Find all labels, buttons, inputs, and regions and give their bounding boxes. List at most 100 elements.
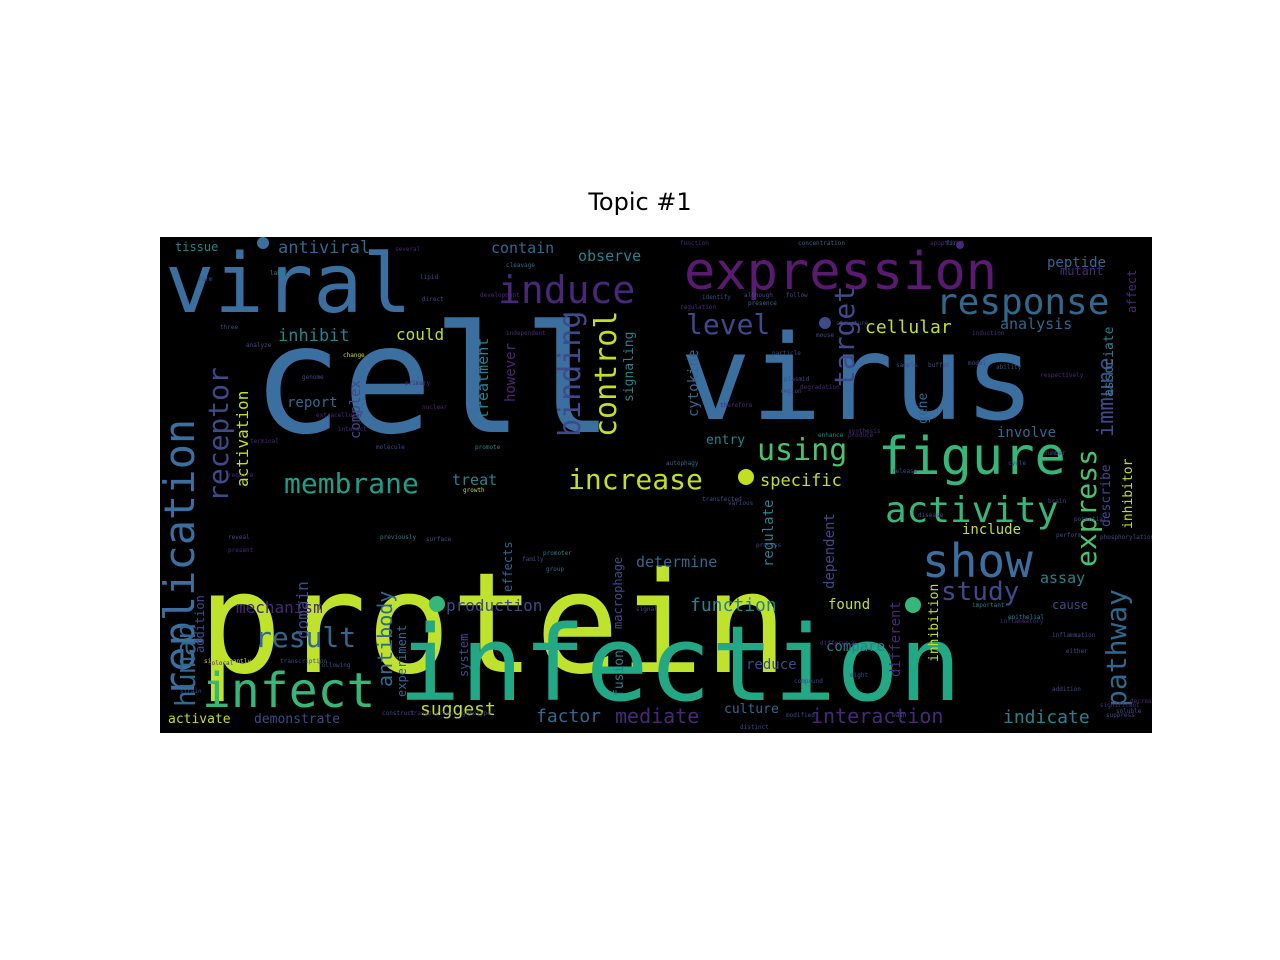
word-soluble: soluble (1116, 708, 1142, 715)
word-determine: determine (636, 553, 717, 571)
word-previously: previously (380, 534, 417, 541)
word-found: found (828, 597, 870, 613)
word-viral: viral (165, 237, 412, 332)
word-however: however (503, 343, 519, 402)
word-activate: activate (168, 712, 231, 727)
word-direct: direct (422, 296, 444, 303)
word-brain: brain (1048, 498, 1066, 505)
word-process: process (756, 542, 782, 549)
word-production: production (446, 596, 542, 615)
glyph-dot (956, 241, 964, 249)
word-might: might (850, 672, 868, 679)
word-surface: surface (426, 536, 452, 543)
word-ability: ability (996, 364, 1022, 371)
word-infection: infection (398, 603, 962, 725)
word-transduction: transduction (410, 710, 454, 717)
word-disease: disease (918, 512, 944, 519)
word-mechanism: mechanism (236, 598, 323, 617)
word-region: region (780, 388, 802, 395)
word-entry: entry (706, 433, 745, 448)
word-replication: replication (160, 419, 204, 697)
word-terminal: terminal (250, 438, 279, 445)
word-cloud-panel: cell virus protein infection viral expression… (160, 237, 1152, 733)
word-control: control (589, 311, 624, 437)
word-dependent: dependent (822, 513, 838, 589)
word-regulate: regulate (761, 500, 777, 567)
word-label: label (270, 270, 288, 277)
word-three: three (220, 324, 238, 331)
word-promote: promote (475, 444, 501, 451)
word-cause: cause (1052, 598, 1088, 612)
word-demonstrate: demonstrate (254, 712, 340, 727)
word-fusion: fusion (612, 650, 627, 697)
word-experiment: experiment (395, 625, 409, 697)
word-wash: wash (892, 712, 907, 719)
word-extracellular: extracellular (316, 412, 363, 419)
word-interact: interact (338, 426, 367, 433)
word-therefore: therefore (720, 402, 753, 409)
word-plasmid: plasmid (784, 376, 810, 383)
word-promoter: promoter (543, 550, 572, 557)
word-important: important (972, 602, 1005, 609)
word-receptor: receptor (202, 367, 235, 502)
word-result: result (255, 621, 356, 654)
word-signaling: signaling (622, 332, 637, 402)
word-model: model (968, 360, 986, 367)
word-tissue: tissue (175, 240, 218, 254)
word-interaction: interaction (811, 704, 943, 728)
word-regulation: regulation (680, 304, 717, 311)
word-inhibit: inhibit (278, 326, 350, 346)
word-distinct: distinct (740, 724, 769, 731)
word-culture: culture (724, 702, 779, 717)
word-various: various (728, 500, 754, 507)
word-factor: factor (536, 706, 601, 727)
word-specific: specific (760, 471, 842, 491)
word-function: function (680, 240, 709, 247)
word-structure: structure (836, 320, 869, 327)
glyph-dot (257, 237, 269, 249)
word-reveal: reveal (228, 534, 250, 541)
word-response: response (936, 282, 1109, 323)
word-molecule: molecule (376, 444, 405, 451)
word-addition: addition (193, 595, 207, 653)
word-macrophage: macrophage (611, 557, 625, 629)
word-nuclear: nuclear (422, 404, 448, 411)
word-transfected: transfected (702, 496, 742, 503)
word-construct: construct (382, 710, 415, 717)
word-particle: particle (772, 350, 801, 357)
word-observe: observe (578, 247, 641, 265)
word-level: level (686, 308, 770, 341)
word-although: although (744, 292, 773, 299)
word-describe: describe (1099, 464, 1114, 527)
word-following: following (318, 662, 351, 669)
word-transcription: transcription (280, 658, 327, 665)
word-cellular: cellular (865, 317, 952, 338)
word-phosphorylation: phosphorylation (1100, 534, 1152, 541)
word-show: show (922, 534, 1033, 588)
word-complex: complex (348, 380, 364, 439)
word-activity: activity (885, 490, 1058, 531)
word-expression: expression (684, 242, 997, 302)
word-family: family (522, 556, 544, 563)
word-reduce: reduce (746, 657, 797, 673)
word-release: release (892, 468, 918, 475)
word-signal: signal (636, 606, 658, 613)
word-first: first (946, 240, 964, 247)
word-membrane: membrane (284, 467, 419, 500)
word-compare: compare (826, 639, 885, 655)
word-inflammation: inflammation (1052, 632, 1096, 639)
word-inflammatory: inflammatory (1000, 618, 1044, 625)
word-cytokine: cytokine (686, 350, 702, 417)
word-cell: cell (252, 294, 613, 468)
word-decrease: decrease (1130, 698, 1152, 705)
word-contain: contain (491, 239, 554, 257)
word-suggest: suggest (420, 699, 496, 720)
word-number: number (1044, 450, 1066, 457)
word-using: using (757, 433, 847, 468)
word-modified: modified (786, 712, 815, 719)
word-could: could (396, 325, 444, 344)
word-degradation: degradation (800, 384, 840, 391)
word-significantly: significantly (204, 658, 251, 665)
word-inhibition: inhibition (927, 584, 942, 662)
word-epithelial: epithelial (1008, 614, 1045, 621)
